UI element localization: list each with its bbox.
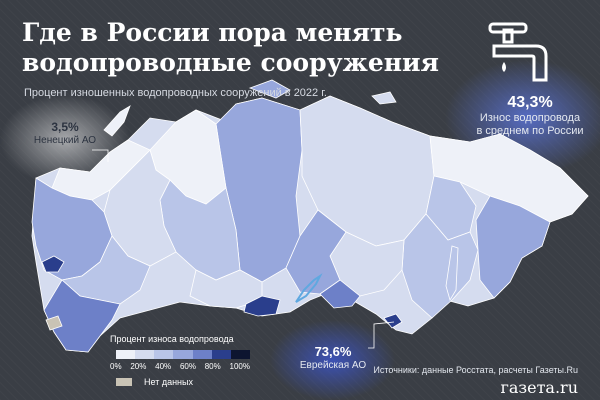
region-kaluga-dark bbox=[41, 255, 65, 273]
legend-tick-4: 80% bbox=[204, 362, 221, 371]
region-khabarovsk bbox=[401, 213, 479, 319]
callout-jewish-value: 73,6% bbox=[314, 344, 352, 359]
callout-national-label-1: Износ водопровода bbox=[479, 112, 581, 124]
page-title: Где в России пора менять водопроводные с… bbox=[22, 18, 440, 77]
legend-ticks: 0% 20% 40% 60% 80% 100% bbox=[110, 362, 250, 371]
source-note: Источники: данные Росстата, расчеты Газе… bbox=[373, 365, 578, 375]
callout-national-value: 43,3% bbox=[507, 94, 553, 111]
legend-swatch-3 bbox=[173, 350, 193, 359]
legend-tick-2: 40% bbox=[155, 362, 172, 371]
lake-baikal bbox=[295, 273, 323, 303]
callout-nenets-value: 3,5% bbox=[51, 120, 79, 134]
callout-jewish-label: Еврейская АО bbox=[299, 360, 367, 371]
callout-national: 43,3% Износ водопровода в среднем по Рос… bbox=[460, 94, 600, 138]
pointer-nenets bbox=[92, 149, 109, 162]
legend-swatch-1 bbox=[135, 350, 155, 359]
legend-swatch-0 bbox=[116, 350, 136, 359]
faucet-icon bbox=[488, 22, 548, 82]
legend-nodata: Нет данных bbox=[110, 377, 250, 387]
legend-swatch-5 bbox=[211, 350, 231, 359]
region-jewish-ao bbox=[383, 313, 403, 329]
region-tuva bbox=[243, 295, 281, 317]
callout-nenets: 3,5% Ненецкий АО bbox=[20, 120, 110, 147]
region-south bbox=[43, 279, 121, 353]
region-zabaikalye bbox=[319, 279, 361, 309]
legend: Процент износа водопровода 0% 20% 40% 60% 80… bbox=[110, 334, 250, 387]
island-novaya-zemlya bbox=[103, 105, 131, 137]
legend-color-bar bbox=[116, 350, 250, 359]
island-taymyr bbox=[248, 79, 291, 99]
legend-tick-1: 20% bbox=[130, 362, 147, 371]
island-novosibirsk bbox=[371, 91, 397, 105]
legend-nodata-swatch bbox=[116, 378, 132, 386]
callout-national-label-2: в среднем по России bbox=[476, 125, 584, 137]
pointer-jewish bbox=[368, 321, 395, 349]
island-sakhalin bbox=[445, 245, 459, 301]
region-kamchatka bbox=[475, 195, 551, 299]
region-crimea-nodata bbox=[45, 315, 63, 331]
legend-tick-0: 0% bbox=[110, 362, 122, 371]
brand-logo: газета.ru bbox=[500, 378, 578, 397]
legend-tick-5: 100% bbox=[229, 362, 250, 371]
callout-nenets-label: Ненецкий АО bbox=[33, 135, 97, 146]
legend-nodata-label: Нет данных bbox=[144, 377, 193, 387]
callout-jewish: 73,6% Еврейская АО bbox=[290, 344, 376, 372]
legend-swatch-4 bbox=[192, 350, 212, 359]
legend-title: Процент износа водопровода bbox=[110, 334, 234, 344]
legend-tick-3: 60% bbox=[179, 362, 196, 371]
legend-swatch-6 bbox=[230, 350, 250, 359]
page-subtitle: Процент изношенных водопроводных сооруже… bbox=[24, 87, 327, 99]
legend-swatch-2 bbox=[154, 350, 174, 359]
